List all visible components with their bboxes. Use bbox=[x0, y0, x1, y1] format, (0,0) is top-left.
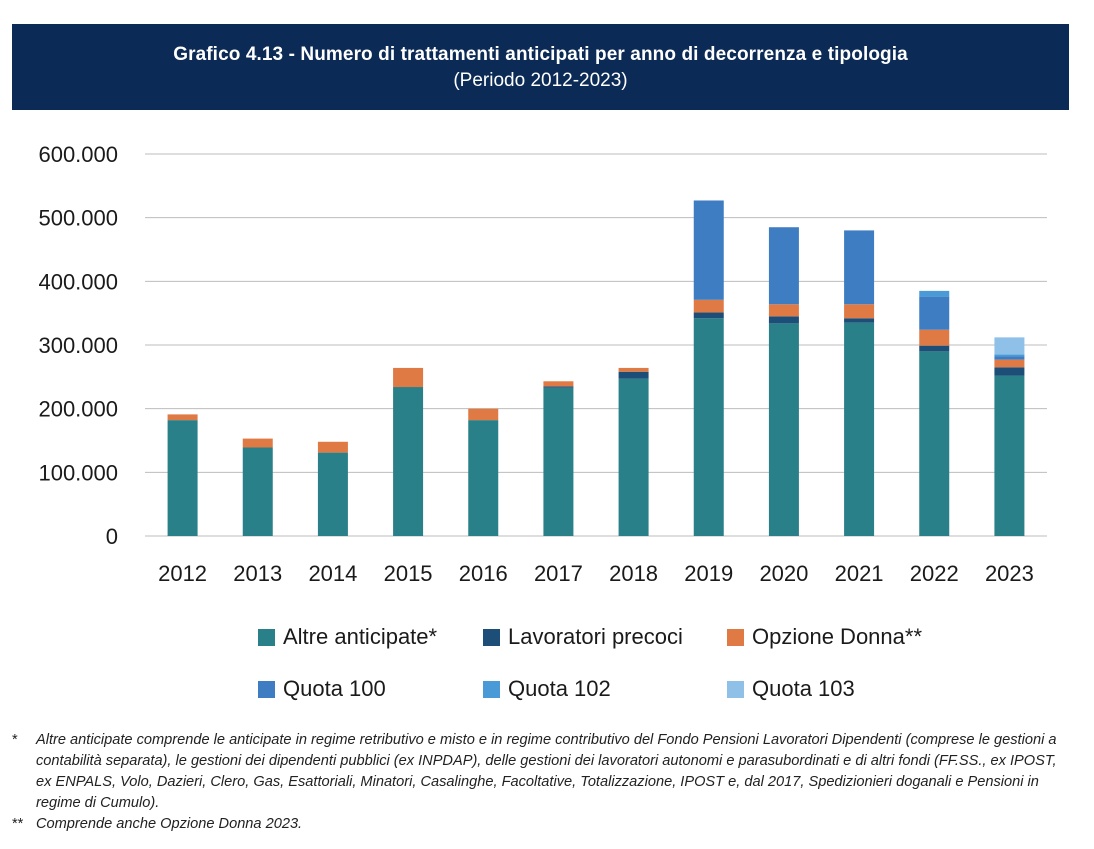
bar-segment bbox=[994, 367, 1025, 376]
bar-segment bbox=[618, 367, 649, 372]
legend-label: Quota 102 bbox=[508, 676, 611, 701]
bar-segment bbox=[393, 387, 424, 536]
bar-segment bbox=[317, 441, 348, 453]
bar-segment bbox=[393, 367, 424, 388]
legend-swatch bbox=[483, 628, 500, 646]
footnote-1: * Altre anticipate comprende le anticipa… bbox=[12, 730, 1072, 814]
y-tick-label: 600.000 bbox=[38, 142, 118, 167]
bar-segment bbox=[242, 438, 273, 448]
y-tick-label: 300.000 bbox=[38, 333, 118, 358]
bar-segment bbox=[994, 354, 1025, 357]
x-tick-label: 2014 bbox=[308, 561, 357, 586]
bar-segment bbox=[768, 304, 799, 317]
bar-segment bbox=[317, 452, 348, 536]
legend-swatch bbox=[258, 628, 275, 646]
bar-segment bbox=[618, 378, 649, 536]
legend-item-quota-102: Quota 102 bbox=[483, 676, 611, 702]
x-tick-label: 2022 bbox=[910, 561, 959, 586]
x-tick-label: 2012 bbox=[158, 561, 207, 586]
x-tick-label: 2017 bbox=[534, 561, 583, 586]
footnote-mark: ** bbox=[12, 816, 24, 832]
chart-title-banner: Grafico 4.13 - Numero di trattamenti ant… bbox=[12, 24, 1069, 110]
y-tick-label: 500.000 bbox=[38, 206, 118, 231]
bar-segment bbox=[994, 337, 1025, 355]
bar-segment bbox=[543, 386, 574, 388]
legend-label: Opzione Donna** bbox=[752, 624, 923, 649]
legend-item-opzione-donna: Opzione Donna** bbox=[727, 624, 922, 650]
bar-segment bbox=[242, 447, 273, 536]
footnote-2: ** Comprende anche Opzione Donna 2023. bbox=[12, 814, 1072, 835]
legend-item-quota-103: Quota 103 bbox=[727, 676, 855, 702]
bar-segment bbox=[844, 304, 875, 319]
bar-segment bbox=[543, 387, 574, 536]
bar-segment bbox=[768, 316, 799, 324]
legend-label: Altre anticipate* bbox=[283, 624, 438, 649]
legend-label: Quota 103 bbox=[752, 676, 855, 701]
legend-swatch bbox=[483, 680, 500, 698]
legend-swatch bbox=[727, 680, 744, 698]
bar-segment bbox=[994, 359, 1025, 368]
legend-label: Quota 100 bbox=[283, 676, 386, 701]
x-tick-label: 2016 bbox=[459, 561, 508, 586]
x-tick-label: 2020 bbox=[759, 561, 808, 586]
bar-segment bbox=[844, 230, 875, 305]
bar-segment bbox=[919, 351, 950, 536]
bar-segment bbox=[693, 318, 724, 536]
chart-subtitle: (Periodo 2012-2023) bbox=[453, 70, 628, 91]
bar-segment bbox=[693, 299, 724, 313]
bar-segment bbox=[693, 200, 724, 300]
y-tick-label: 400.000 bbox=[38, 269, 118, 294]
bar-segment bbox=[919, 296, 950, 330]
x-tick-label: 2015 bbox=[384, 561, 433, 586]
bar-segment bbox=[768, 323, 799, 536]
bar-segment bbox=[994, 356, 1025, 360]
bar-segment bbox=[919, 345, 950, 352]
legend-item-lavoratori-precoci: Lavoratori precoci bbox=[483, 624, 683, 650]
y-tick-label: 200.000 bbox=[38, 397, 118, 422]
bar-segment bbox=[994, 375, 1025, 536]
footnote-text: Comprende anche Opzione Donna 2023. bbox=[36, 816, 303, 832]
bar-segment bbox=[844, 322, 875, 536]
legend-item-quota-100: Quota 100 bbox=[258, 676, 386, 702]
y-tick-label: 100.000 bbox=[38, 460, 118, 485]
bar-segment bbox=[468, 420, 499, 536]
x-tick-label: 2018 bbox=[609, 561, 658, 586]
legend-item-altre-anticipate: Altre anticipate* bbox=[258, 624, 437, 650]
bar-segment bbox=[468, 408, 499, 421]
chart-title: Grafico 4.13 - Numero di trattamenti ant… bbox=[173, 44, 908, 65]
legend-label: Lavoratori precoci bbox=[508, 624, 683, 649]
y-tick-label: 0 bbox=[106, 524, 118, 549]
bar-segment bbox=[693, 312, 724, 319]
bar-segment bbox=[768, 227, 799, 305]
bar-segment bbox=[618, 371, 649, 379]
bar-segment bbox=[543, 381, 574, 387]
x-tick-label: 2023 bbox=[985, 561, 1034, 586]
bar-segment bbox=[167, 420, 198, 536]
stacked-bar-chart: 0 100.000 200.000 300.000 400.000 500.000 600.… bbox=[38, 142, 1047, 586]
bar-segment bbox=[844, 318, 875, 323]
x-tick-label: 2013 bbox=[233, 561, 282, 586]
legend-swatch bbox=[258, 680, 275, 698]
footnote-mark: * bbox=[12, 732, 18, 748]
bar-segment bbox=[919, 290, 950, 297]
footnotes: * Altre anticipate comprende le anticipa… bbox=[12, 730, 1072, 835]
legend-swatch bbox=[727, 628, 744, 646]
bar-segment bbox=[919, 329, 950, 346]
x-tick-label: 2019 bbox=[684, 561, 733, 586]
footnote-text: Altre anticipate comprende le anticipate… bbox=[36, 732, 1057, 811]
x-tick-label: 2021 bbox=[835, 561, 884, 586]
bar-segment bbox=[167, 414, 198, 421]
